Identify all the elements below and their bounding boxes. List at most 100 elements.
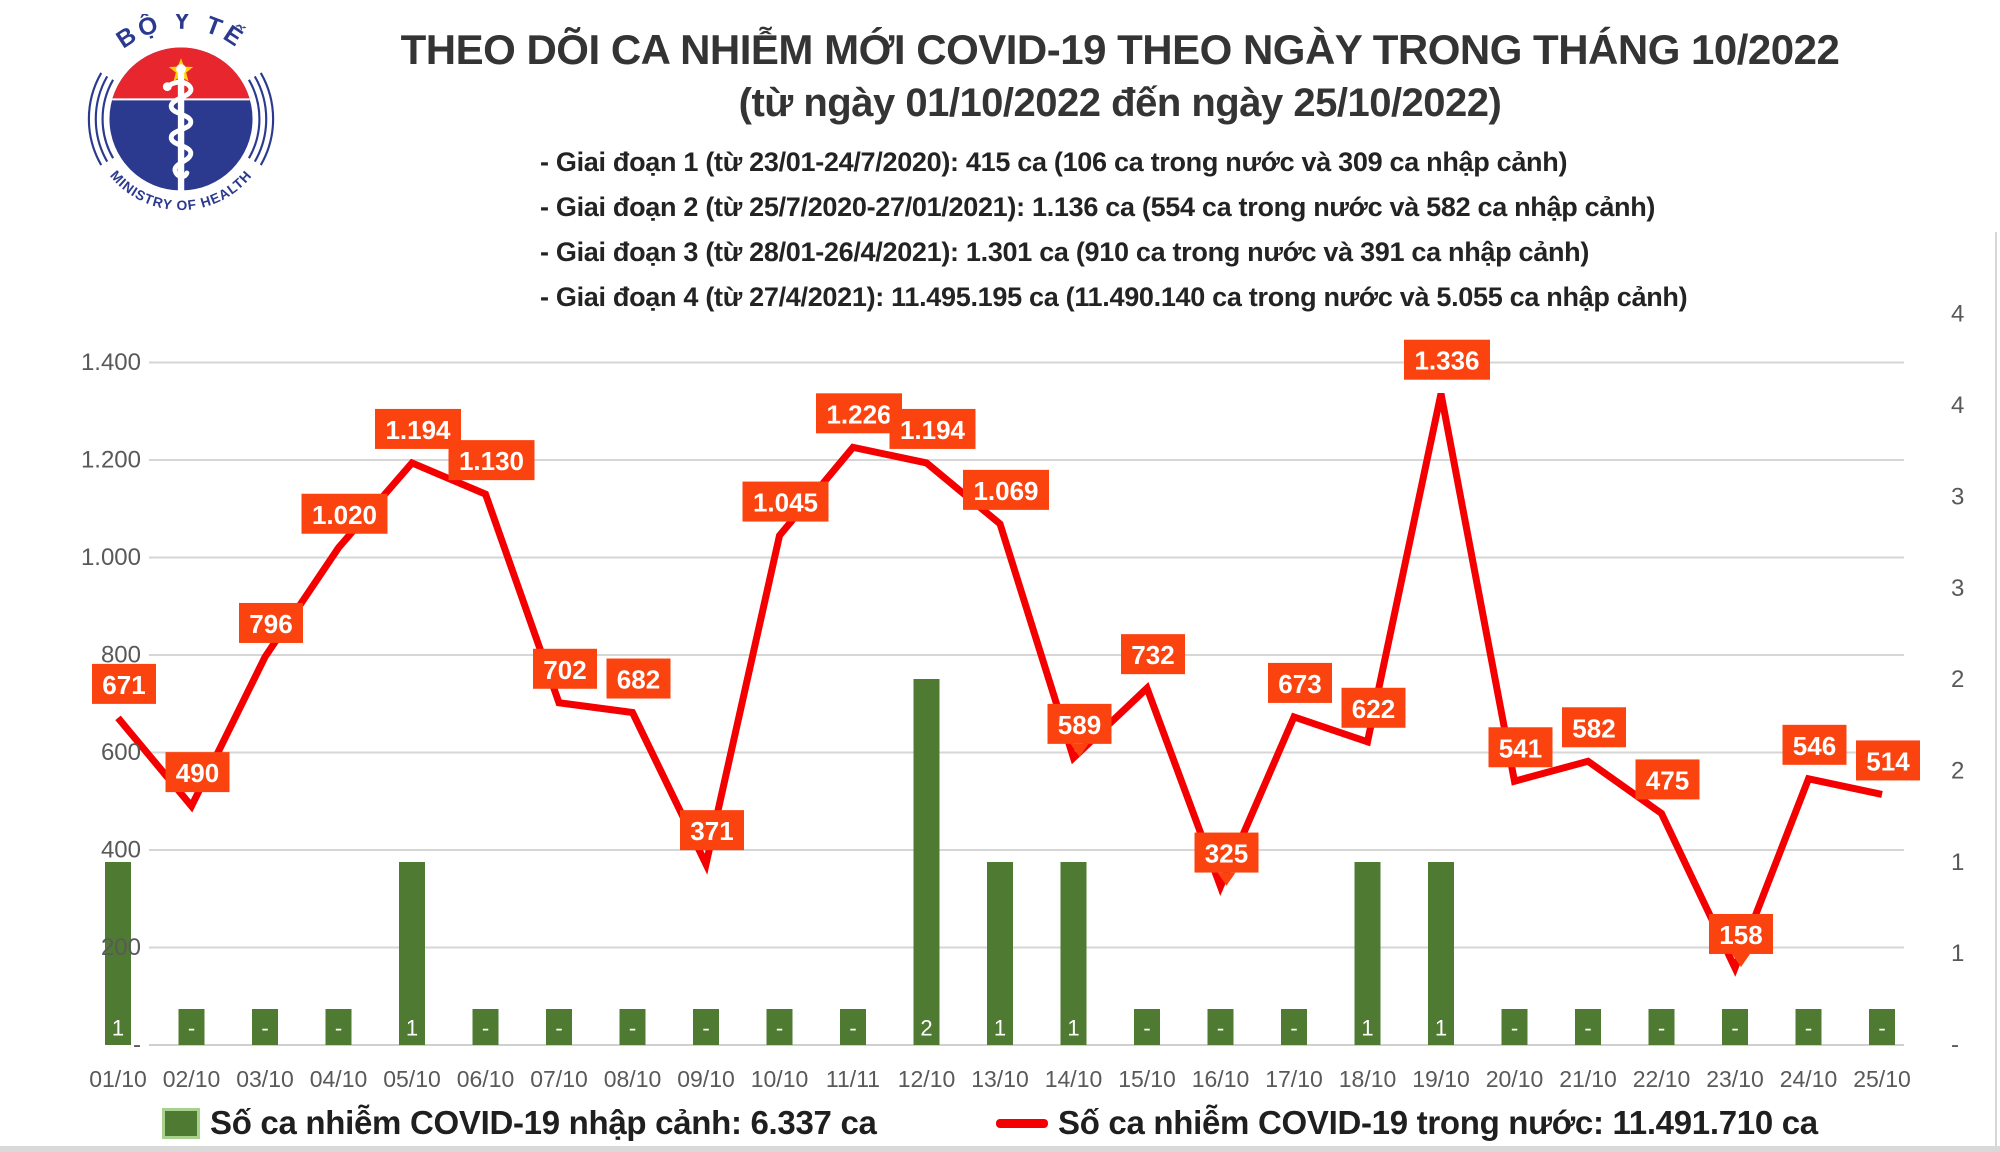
data-label-box (742, 481, 829, 522)
bar-label: - (188, 1016, 195, 1041)
legend-item-imported: Số ca nhiễm COVID-19 nhập cảnh: 6.337 ca (162, 1098, 877, 1148)
bar-label: 1 (1435, 1016, 1447, 1041)
data-label-box (1404, 339, 1490, 380)
data-label-value: 475 (1646, 765, 1689, 795)
left-axis-tick-label: 400 (101, 837, 141, 864)
left-axis-tick-label: - (133, 1032, 141, 1059)
data-label-value: 371 (690, 816, 733, 846)
data-label-value: 1.045 (753, 488, 818, 518)
legend-line-label: Số ca nhiễm COVID-19 trong nước: 11.491.… (1058, 1104, 1818, 1141)
phase-note-2: - Giai đoạn 2 (từ 25/7/2020-27/01/2021):… (540, 192, 1656, 222)
right-axis-tick-label: 4 (1951, 301, 1964, 328)
data-label-box (375, 408, 461, 449)
x-axis-tick-label: 01/10 (89, 1066, 147, 1092)
line-domestic-cases (115, 392, 1883, 977)
x-axis-tick-label: 15/10 (1118, 1066, 1176, 1092)
left-axis-tick-label: 1.200 (81, 447, 141, 474)
x-axis-tick-label: 05/10 (383, 1066, 441, 1092)
x-axis-tick-label: 10/10 (751, 1066, 809, 1092)
data-label-value: 582 (1572, 713, 1615, 743)
bar-label: 1 (406, 1016, 418, 1041)
bar-imported-cases (105, 862, 131, 1045)
data-label-box (1121, 634, 1185, 675)
data-label-box (963, 469, 1049, 510)
data-label-value: 546 (1793, 731, 1836, 761)
data-label-box (448, 440, 535, 481)
bar-imported-cases (546, 1009, 572, 1045)
right-axis-tick-label: 2 (1951, 757, 1964, 784)
right-axis-tick-label: 4 (1951, 392, 1964, 419)
bar-label: - (849, 1016, 856, 1041)
x-axis-tick-label: 04/10 (310, 1066, 368, 1092)
bar-imported-cases (840, 1009, 866, 1045)
bar-imported-cases (1722, 1009, 1748, 1045)
bar-imported-cases (693, 1009, 719, 1045)
data-label-value: 671 (102, 670, 145, 700)
bar-label: 2 (920, 1016, 932, 1041)
bar-label: 1 (1361, 1016, 1373, 1041)
right-axis-tick-label: 2 (1951, 666, 1964, 693)
bar-imported-cases (1869, 1009, 1895, 1045)
data-label-box (1635, 759, 1700, 800)
data-label-value: 1.194 (385, 415, 451, 445)
bar-imported-cases (619, 1009, 646, 1045)
data-label-box (165, 752, 230, 793)
x-axis-tick-label: 19/10 (1412, 1066, 1470, 1092)
bar-imported-cases (766, 1009, 793, 1045)
legend-bar-swatch (162, 1107, 200, 1139)
bar-imported-cases (1501, 1009, 1528, 1045)
data-label-value: 673 (1278, 669, 1321, 699)
data-label-box (1268, 662, 1332, 703)
chart-bottom-border (0, 1146, 2000, 1152)
chart-header: THEO DÕI CA NHIỄM MỚI COVID-19 THEO NGÀY… (240, 24, 2000, 128)
right-axis-tick-label: 3 (1951, 575, 1964, 602)
data-label-box (1562, 707, 1626, 748)
x-axis-tick-label: 17/10 (1265, 1066, 1323, 1092)
data-label-pointer (1070, 743, 1089, 757)
x-axis-tick-label: 13/10 (971, 1066, 1029, 1092)
bar-label: - (261, 1016, 268, 1041)
x-axis-tick-label: 20/10 (1486, 1066, 1544, 1092)
phase-note-4: - Giai đoạn 4 (từ 27/4/2021): 11.495.195… (540, 282, 1688, 312)
phase-note-1: - Giai đoạn 1 (từ 23/01-24/7/2020): 415 … (540, 147, 1568, 177)
data-label-box (1709, 913, 1773, 954)
legend-bar-label: Số ca nhiễm COVID-19 nhập cảnh: 6.337 ca (210, 1104, 877, 1141)
bar-label: - (1805, 1016, 1812, 1041)
bar-label: - (335, 1016, 342, 1041)
bar-imported-cases (178, 1009, 205, 1045)
data-label-value: 1.020 (312, 500, 377, 530)
data-label-value: 158 (1719, 920, 1762, 950)
data-label-box (1488, 727, 1553, 768)
x-axis-tick-label: 24/10 (1780, 1066, 1838, 1092)
legend-line-swatch (996, 1118, 1048, 1128)
data-label-value: 1.226 (826, 399, 891, 429)
bar-label: - (702, 1016, 709, 1041)
data-label-value: 682 (617, 665, 660, 695)
data-label-value: 325 (1205, 839, 1248, 869)
page-title: THEO DÕI CA NHIỄM MỚI COVID-19 THEO NGÀY… (400, 26, 1840, 73)
x-axis-tick-label: 11/11 (826, 1066, 880, 1092)
bar-imported-cases (1060, 862, 1087, 1045)
data-label-value: 1.336 (1414, 346, 1479, 376)
legend: Số ca nhiễm COVID-19 nhập cảnh: 6.337 ca… (0, 1098, 2000, 1148)
data-label-box (1782, 724, 1847, 765)
bar-label: - (1878, 1016, 1885, 1041)
data-label-box (680, 810, 744, 851)
data-label-value: 1.130 (459, 446, 524, 476)
data-label-box (1047, 703, 1112, 744)
x-axis-tick-label: 16/10 (1192, 1066, 1250, 1092)
data-label-value: 796 (249, 609, 292, 639)
bar-label: 1 (1067, 1016, 1079, 1041)
data-label-value: 490 (176, 758, 219, 788)
x-axis-tick-label: 12/10 (898, 1066, 956, 1092)
x-axis-tick-label: 08/10 (604, 1066, 662, 1092)
bar-imported-cases (1134, 1009, 1160, 1045)
right-axis-tick-label: - (1951, 1032, 1959, 1059)
data-label-pointer (1732, 953, 1750, 967)
bar-label: - (555, 1016, 562, 1041)
x-axis-tick-label: 09/10 (677, 1066, 735, 1092)
data-label-value: 514 (1866, 746, 1910, 776)
phase-notes: - Giai đoạn 1 (từ 23/01-24/7/2020): 415 … (540, 140, 1688, 320)
left-axis-tick-label: 800 (101, 642, 141, 669)
